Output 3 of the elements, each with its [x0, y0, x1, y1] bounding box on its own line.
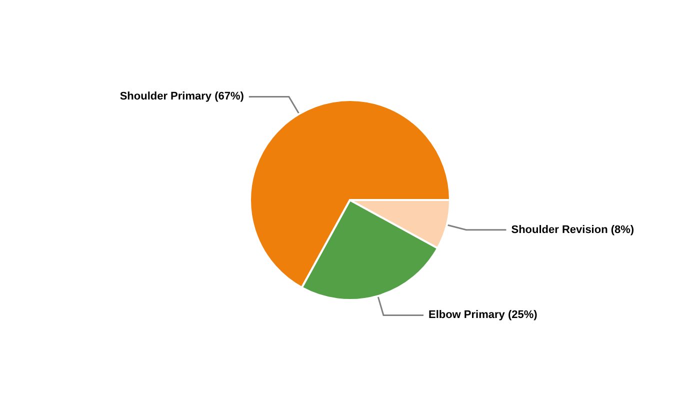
slice-label: Shoulder Primary (67%): [120, 90, 244, 103]
slice-label: Elbow Primary (25%): [428, 309, 538, 322]
slice-label: Shoulder Revision (8%): [511, 224, 634, 236]
